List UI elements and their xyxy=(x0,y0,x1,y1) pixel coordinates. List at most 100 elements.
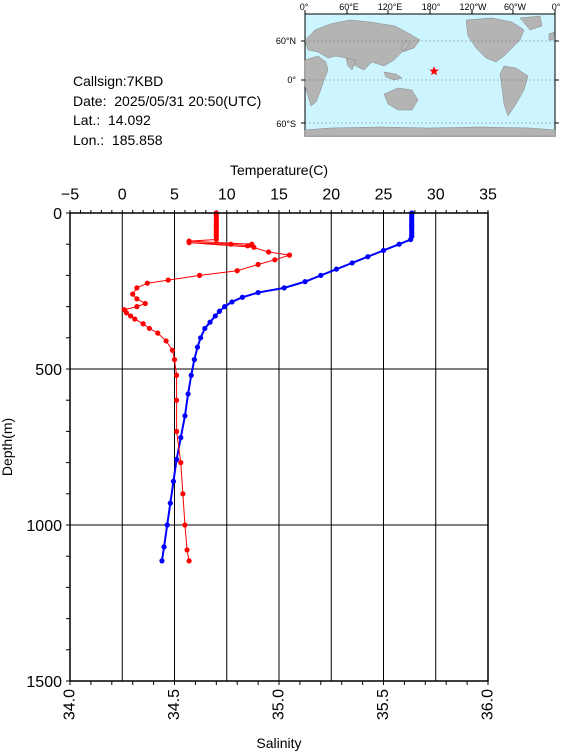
data-point xyxy=(265,249,272,255)
top-tick-labels: −5 0 5 10 15 20 25 30 35 xyxy=(61,187,497,204)
top-tick-label: 30 xyxy=(427,187,445,204)
data-point xyxy=(144,280,150,286)
map-lon-label: 0° xyxy=(300,2,309,12)
bottom-tick-labels: 34.0 34.5 35.0 35.5 36.0 xyxy=(62,689,497,720)
data-point xyxy=(272,257,278,263)
data-point xyxy=(281,285,287,291)
data-point xyxy=(173,428,180,434)
data-point xyxy=(229,299,235,305)
plot-frame xyxy=(69,212,489,682)
data-point xyxy=(213,236,219,243)
data-point xyxy=(228,241,234,247)
bottom-tick-label: 35.0 xyxy=(271,689,288,720)
data-point xyxy=(134,296,140,302)
map-lon-label: 120°E xyxy=(378,2,403,12)
data-point xyxy=(216,308,223,314)
data-point xyxy=(142,300,148,307)
data-point xyxy=(123,310,130,316)
top-tick-label: 0 xyxy=(118,187,127,204)
data-point xyxy=(207,319,213,325)
data-point xyxy=(185,391,191,397)
bottom-tick-label: 35.5 xyxy=(375,689,392,720)
data-point xyxy=(140,321,146,327)
top-tick-label: 35 xyxy=(479,187,497,204)
left-tick-label: 0 xyxy=(53,206,62,223)
data-point xyxy=(182,522,188,528)
chart-grid xyxy=(69,212,489,682)
map-lon-label: 120°W xyxy=(459,2,487,12)
map-lon-label: 60°E xyxy=(339,2,359,12)
top-tick-label: 20 xyxy=(322,187,340,204)
data-point xyxy=(171,357,178,363)
series-line xyxy=(123,213,290,561)
latitude-text: Lat.: 14.092 xyxy=(73,112,151,129)
data-point xyxy=(396,241,402,247)
left-tick-label: 500 xyxy=(35,362,62,379)
data-point xyxy=(286,252,293,258)
data-point xyxy=(365,254,371,260)
data-point xyxy=(178,460,184,466)
data-point xyxy=(184,547,190,553)
data-point xyxy=(234,268,240,274)
map-lat-label: 0° xyxy=(287,75,296,85)
data-point xyxy=(146,325,153,332)
data-point xyxy=(239,294,246,300)
series-layer xyxy=(121,210,415,564)
data-point xyxy=(134,304,140,310)
data-point xyxy=(245,243,251,249)
data-point xyxy=(186,558,192,564)
data-point xyxy=(349,260,355,266)
data-point xyxy=(159,558,165,564)
data-point xyxy=(170,478,177,484)
data-point xyxy=(302,279,308,285)
data-point xyxy=(222,304,228,310)
data-point xyxy=(194,344,201,350)
data-point xyxy=(169,347,176,353)
callsign-text: Callsign:7KBD xyxy=(73,73,164,89)
left-tick-labels: 0 500 1000 1500 xyxy=(26,206,62,691)
top-tick-label: 25 xyxy=(375,187,393,204)
data-point xyxy=(173,456,180,463)
data-point xyxy=(251,244,257,250)
map-lon-label: 180° xyxy=(422,2,441,12)
longitude-text: Lon.: 185.858 xyxy=(73,131,163,148)
data-point xyxy=(161,544,167,550)
map-graticule xyxy=(305,40,555,124)
bottom-axis-title: Salinity xyxy=(256,735,301,751)
top-axis-title: Temperature(C) xyxy=(230,162,328,178)
data-point xyxy=(167,500,173,506)
location-map: 0° 60°E 120°E 180° 120°W 60°W 0° 60°N 0°… xyxy=(276,2,561,137)
data-point xyxy=(165,277,171,283)
station-info: Callsign:7KBD Date: 2025/05/31 20:50(UTC… xyxy=(73,72,261,150)
top-tick-label: 10 xyxy=(218,187,236,204)
data-point xyxy=(188,372,194,378)
data-point xyxy=(198,335,204,341)
data-point xyxy=(255,289,261,296)
map-lon-label: 0° xyxy=(552,2,561,12)
y-axis-title: Depth(m) xyxy=(0,418,15,476)
map-lat-label: 60°N xyxy=(276,36,296,46)
minor-ticks xyxy=(66,210,489,685)
data-point xyxy=(163,338,169,344)
top-tick-label: 15 xyxy=(270,187,288,204)
data-point xyxy=(128,313,134,319)
data-point xyxy=(173,372,180,378)
bottom-tick-label: 36.0 xyxy=(480,689,497,720)
data-point xyxy=(380,247,387,254)
data-point xyxy=(212,313,218,319)
data-point xyxy=(333,266,340,272)
data-point xyxy=(255,261,261,268)
top-tick-label: −5 xyxy=(61,187,79,204)
data-point xyxy=(178,435,184,441)
data-point xyxy=(132,316,138,322)
series-line xyxy=(160,213,413,562)
star-icon xyxy=(429,66,439,76)
date-text: Date: 2025/05/31 20:50(UTC) xyxy=(73,92,262,109)
data-point xyxy=(408,236,414,243)
data-point xyxy=(202,325,208,332)
left-tick-label: 1000 xyxy=(26,518,62,535)
map-tick-marks xyxy=(301,10,559,124)
data-point xyxy=(173,397,180,403)
data-point xyxy=(182,413,188,419)
